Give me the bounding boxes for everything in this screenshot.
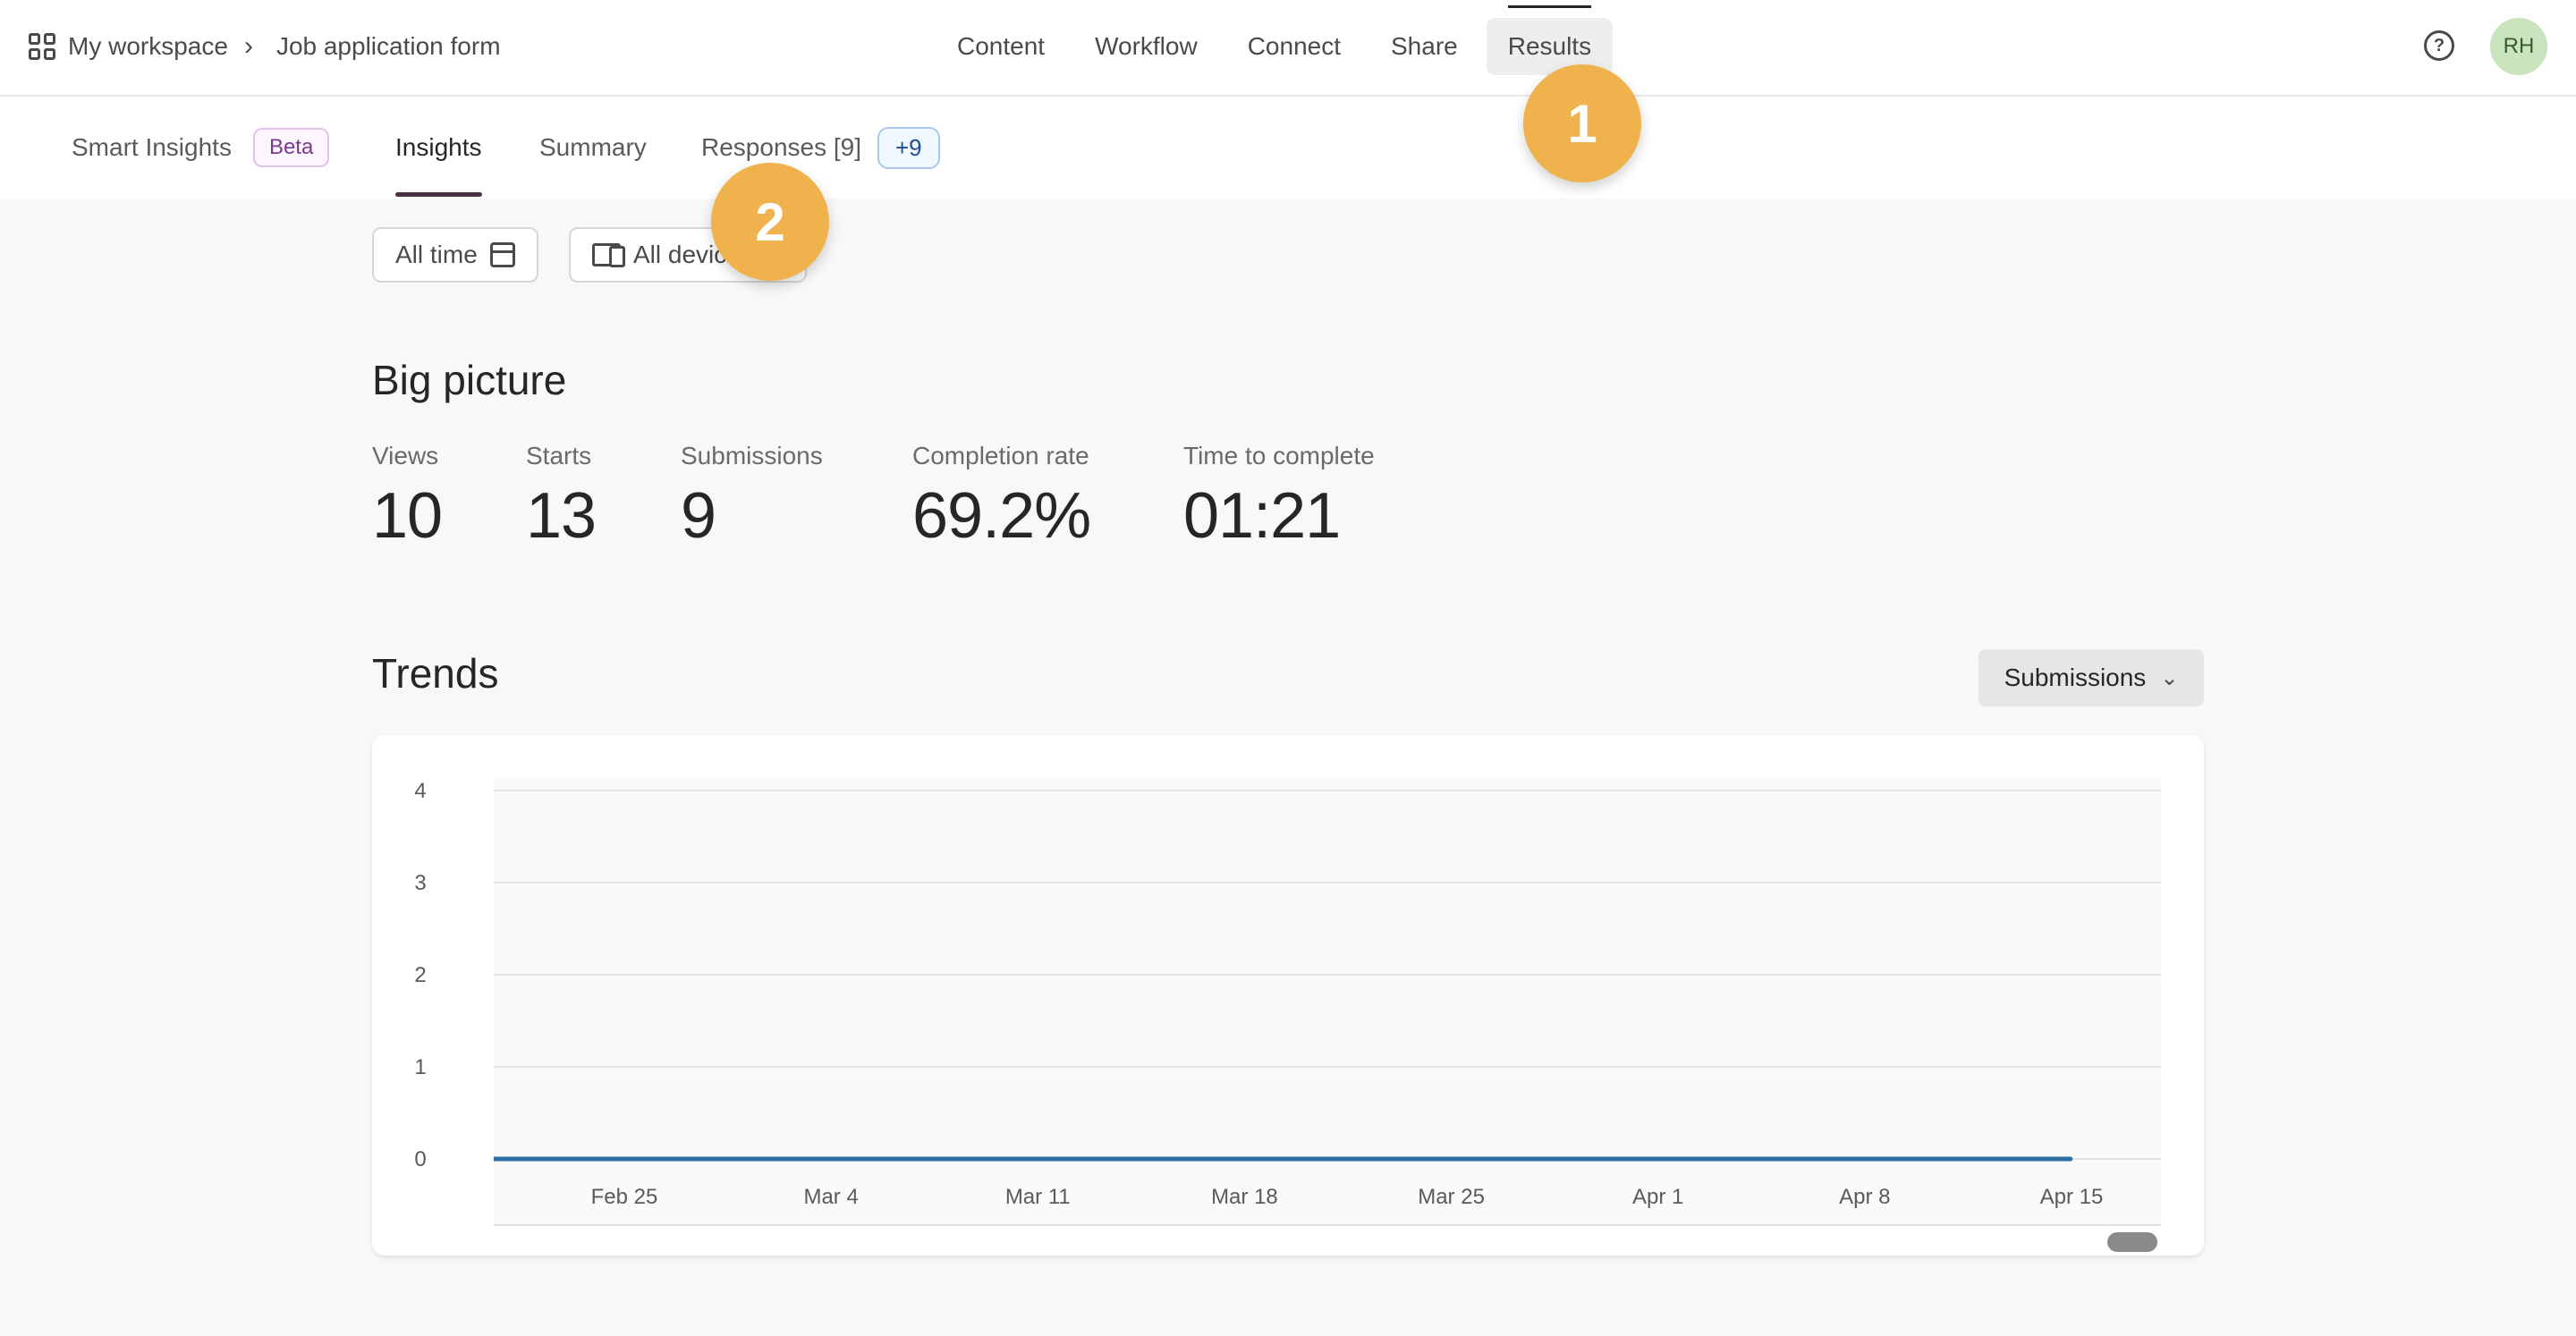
data-point [1242, 1157, 1246, 1161]
y-tick-label: 3 [414, 871, 426, 895]
nav-share[interactable]: Share [1391, 32, 1458, 60]
data-point [829, 1157, 833, 1161]
data-point [2070, 1157, 2073, 1161]
y-tick-label: 0 [414, 1147, 426, 1171]
x-tick-label: Mar 25 [1418, 1185, 1485, 1209]
stat-starts: Starts 13 [526, 442, 597, 553]
data-point [1036, 1157, 1039, 1161]
chevron-down-icon: ⌄ [2160, 665, 2179, 690]
stat-value: 13 [526, 480, 597, 552]
stat-completion-rate: Completion rate 69.2% [912, 442, 1091, 553]
stat-value: 69.2% [912, 480, 1091, 552]
x-tick-label: Feb 25 [591, 1185, 658, 1209]
devices-icon [592, 243, 625, 267]
sub-nav: Smart Insights Beta Insights Summary Res… [0, 97, 2576, 199]
stat-time-to-complete: Time to complete 01:21 [1183, 442, 1375, 553]
time-filter-button[interactable]: All time [372, 227, 538, 283]
x-tick-label: Apr 8 [1839, 1185, 1890, 1209]
trends-chart: 0 1 2 3 4 Feb 25 Mar 4 Mar 11 Mar 18 Mar 25 Apr 1 A… [414, 776, 2161, 1226]
top-bar: My workspace › Job application form Cont… [0, 0, 2576, 97]
breadcrumb: My workspace › Job application form [29, 0, 501, 93]
x-tick-label: Mar 11 [1005, 1185, 1071, 1209]
big-picture-title: Big picture [372, 357, 567, 403]
help-icon[interactable]: ? [2424, 30, 2454, 61]
tab-insights-label: Insights [395, 133, 482, 161]
stat-label: Starts [526, 442, 592, 469]
breadcrumb-workspace[interactable]: My workspace [68, 32, 228, 60]
trends-title: Trends [372, 650, 499, 697]
x-tick-label: Mar 4 [803, 1185, 858, 1209]
chevron-right-icon: › [243, 31, 253, 61]
tab-smart-insights-label: Smart Insights [72, 133, 232, 161]
calendar-icon [489, 242, 515, 267]
data-point [1657, 1157, 1660, 1161]
responses-count-badge: +9 [877, 126, 940, 169]
y-tick-label: 4 [414, 779, 426, 803]
y-tick-label: 2 [414, 963, 426, 987]
stat-value: 9 [681, 480, 716, 552]
breadcrumb-form[interactable]: Job application form [275, 32, 501, 60]
apps-grid-icon[interactable] [29, 33, 55, 60]
trends-chart-card: 0 1 2 3 4 Feb 25 Mar 4 Mar 11 Mar 18 Mar 25 Apr 1 A… [372, 735, 2204, 1256]
tab-summary-label: Summary [539, 133, 647, 161]
beta-badge: Beta [252, 128, 330, 167]
trends-metric-dropdown[interactable]: Submissions ⌄ [1979, 649, 2204, 706]
stat-label: Views [372, 442, 439, 469]
avatar[interactable]: RH [2490, 18, 2547, 75]
tab-insights[interactable]: Insights [395, 97, 482, 199]
tab-responses-label: Responses [9] [701, 133, 861, 161]
chart-scroll-thumb[interactable] [2107, 1232, 2157, 1252]
nav-connect[interactable]: Connect [1247, 32, 1341, 60]
tab-summary[interactable]: Summary [539, 97, 647, 199]
time-filter-label: All time [395, 241, 478, 268]
nav-workflow[interactable]: Workflow [1095, 32, 1198, 60]
stat-label: Time to complete [1183, 442, 1375, 469]
x-tick-label: Mar 18 [1211, 1185, 1278, 1209]
tab-smart-insights[interactable]: Smart Insights Beta [72, 97, 330, 199]
nav-results[interactable]: Results [1486, 5, 1614, 75]
chart-scrollbar[interactable] [494, 1225, 2175, 1256]
data-point [623, 1157, 626, 1161]
step-marker-1: 1 [1523, 64, 1641, 182]
x-tick-label: Apr 15 [2040, 1185, 2104, 1209]
tab-responses[interactable]: Responses [9] +9 [701, 97, 940, 199]
stat-submissions: Submissions 9 [681, 442, 823, 553]
nav-content[interactable]: Content [957, 32, 1046, 60]
stat-value: 10 [372, 480, 443, 552]
step-marker-2: 2 [711, 163, 829, 281]
y-tick-label: 1 [414, 1055, 426, 1079]
x-tick-label: Apr 1 [1632, 1185, 1683, 1209]
data-point [1863, 1157, 1867, 1161]
plot-area [494, 776, 2161, 1225]
data-point [1450, 1157, 1453, 1161]
stat-value: 01:21 [1183, 480, 1341, 552]
stat-label: Completion rate [912, 442, 1089, 469]
main-nav: Content Workflow Connect Share Results [936, 0, 1620, 93]
trends-metric-label: Submissions [2004, 664, 2147, 691]
stat-label: Submissions [681, 442, 823, 469]
stat-views: Views 10 [372, 442, 443, 553]
